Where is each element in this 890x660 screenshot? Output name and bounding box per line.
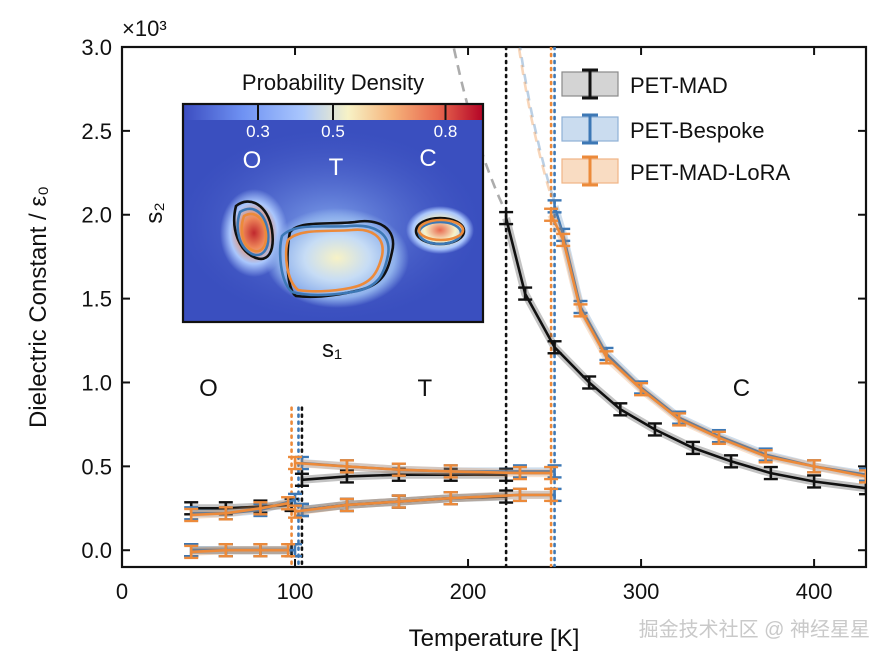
- x-tick-label: 300: [623, 579, 660, 604]
- axes: 0 100 200 300 400 0.0 0.5 1.0 1.5 2.0 2.5 3.0: [81, 35, 866, 604]
- legend-entry-pet-bespoke: PET-Bespoke: [561, 113, 765, 145]
- legend-label-pet-mad: PET-MAD: [630, 73, 728, 98]
- series-pet-mad-lora-tetra-high: [294, 461, 552, 475]
- inset-phase-label-t: T: [329, 154, 344, 181]
- y-tick-label: 3.0: [81, 35, 112, 60]
- legend-entry-pet-mad: PET-MAD: [561, 68, 728, 100]
- inset-contour-pet-mad-o: [232, 200, 274, 261]
- inset-contour-bespoke-t: [278, 224, 390, 297]
- x-tick-label: 0: [116, 579, 128, 604]
- watermark: 掘金技术社区 @ 神经星星: [639, 618, 870, 641]
- inset-phase-label-c: C: [419, 145, 436, 172]
- y-tick-label: 1.5: [81, 287, 112, 312]
- colorbar-tick-label: 0.8: [434, 122, 458, 141]
- inset-phase-label-o: O: [243, 147, 262, 174]
- series-pet-mad-lora-ortho-high: [191, 502, 289, 517]
- data-marks: [184, 47, 866, 567]
- x-tick-label: 400: [796, 579, 833, 604]
- series-pet-mad-lora-cubic-band: [547, 212, 866, 481]
- legend: PET-MAD PET-Bespoke PET-MAD-LoRA: [561, 68, 790, 187]
- inset-y-label: s₂: [141, 202, 168, 223]
- legend-label-pet-bespoke: PET-Bespoke: [630, 118, 765, 143]
- x-tick-label: 100: [277, 579, 314, 604]
- legend-label-pet-mad-lora: PET-MAD-LoRA: [630, 160, 790, 185]
- inset-contour-lora-c: [417, 218, 465, 242]
- inset-frame: [181, 102, 485, 324]
- series-pet-mad-lora-tetra-low: [294, 493, 552, 513]
- region-label-o: O: [199, 375, 218, 402]
- inset-contour-lora-t: [284, 228, 384, 293]
- inset-x-label: s₁: [322, 336, 342, 363]
- inset-contour-lora-o: [240, 212, 268, 253]
- y-tick-label: 0.5: [81, 454, 112, 479]
- legend-entry-pet-mad-lora: PET-MAD-LoRA: [561, 155, 790, 187]
- y-tick-label: 0.0: [81, 538, 112, 563]
- extrapolation-pet-mad-lora: [517, 47, 553, 197]
- plot-frame: [120, 45, 868, 569]
- inset-probability-density: Probability Density 0.3 0.5 0.8 O T C s₁ s…: [141, 70, 485, 363]
- extrapolation-pet-bespoke: [518, 47, 556, 203]
- region-label-t: T: [417, 375, 432, 402]
- x-axis-label: Temperature [K]: [409, 625, 580, 652]
- region-label-c: C: [733, 375, 750, 402]
- y-tick-label: 2.5: [81, 119, 112, 144]
- colorbar-tick-label: 0.5: [321, 122, 345, 141]
- colorbar-tick-label: 0.3: [246, 122, 270, 141]
- inset-colorbar-ticks: 0.3 0.5 0.8: [246, 104, 457, 141]
- inset-density-blob-c: [406, 206, 474, 254]
- inset-title: Probability Density: [242, 70, 424, 95]
- y-tick-label: 2.0: [81, 203, 112, 228]
- series-pet-mad-lora-cubic: [549, 214, 866, 478]
- inset-contour-bespoke-o: [236, 207, 270, 257]
- y-tick-label: 1.0: [81, 370, 112, 395]
- scale-multiplier: ×10³: [122, 16, 167, 41]
- x-tick-label: 200: [450, 579, 487, 604]
- series-pet-mad-lora-ortho-low: [191, 548, 289, 554]
- y-axis-label: Dielectric Constant / ε₀: [25, 186, 52, 428]
